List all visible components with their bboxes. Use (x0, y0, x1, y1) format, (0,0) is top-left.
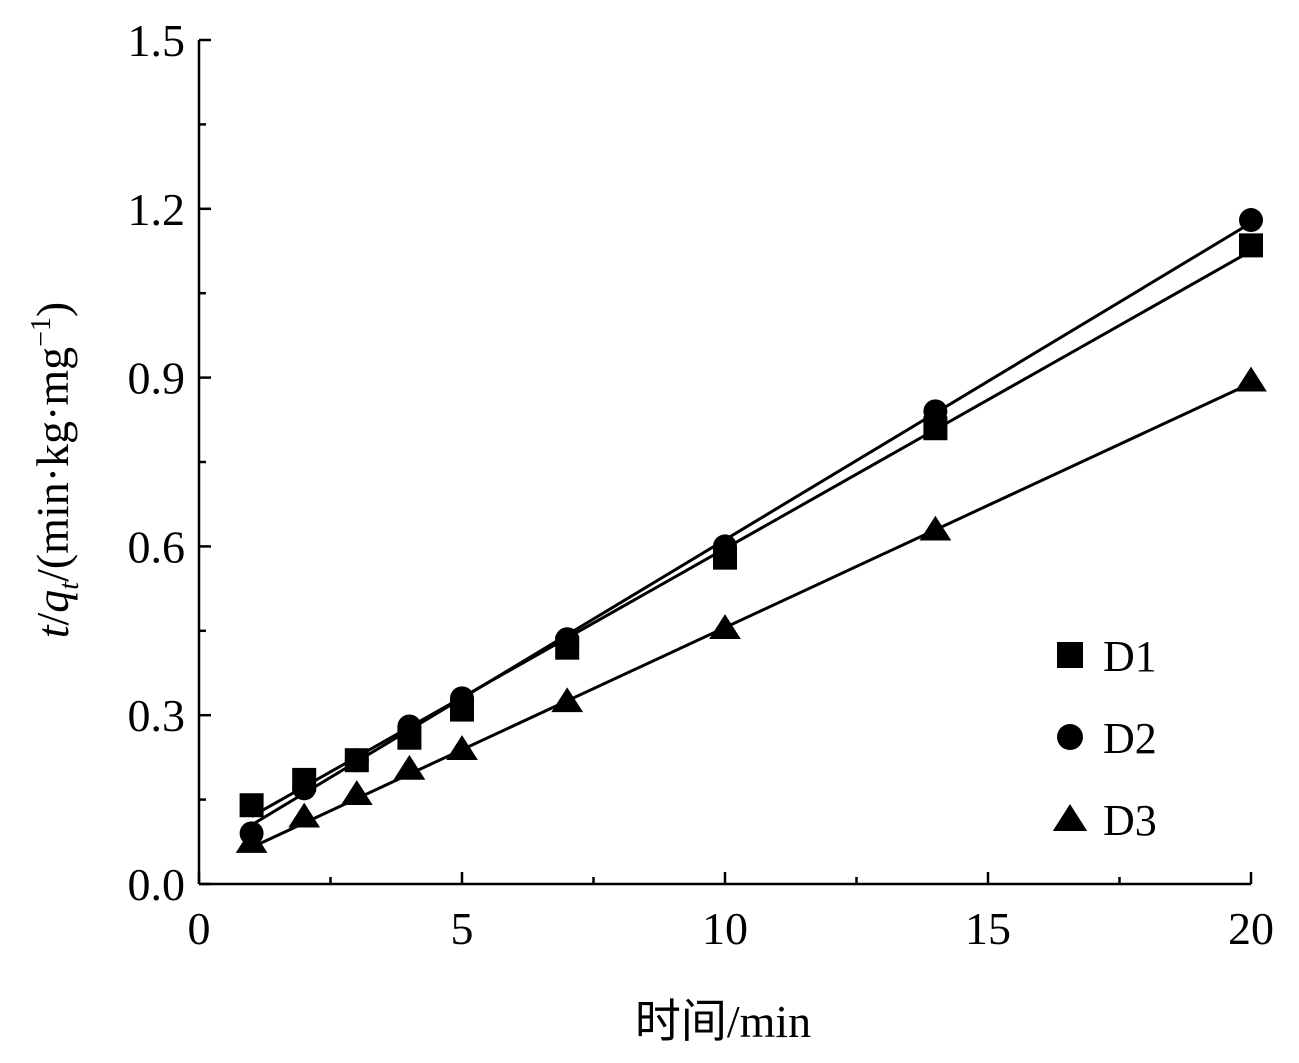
x-tick-label: 15 (965, 903, 1011, 954)
point-d3 (709, 614, 741, 640)
svg-text:t/qt/(min·kg·mg−1): t/qt/(min·kg·mg−1) (26, 302, 85, 639)
point-d3 (340, 780, 373, 806)
y-axis-title-q: q (27, 590, 78, 613)
point-d2 (923, 399, 948, 424)
point-d3 (393, 754, 426, 780)
point-d3 (1235, 366, 1267, 392)
y-tick-label: 1.2 (128, 184, 186, 235)
y-tick-label: 0.9 (128, 353, 186, 404)
point-d2 (555, 627, 580, 652)
y-axis-title-t: t (27, 624, 78, 638)
x-axis-title: 时间/min (635, 996, 811, 1047)
point-d2 (713, 534, 737, 559)
legend: D1 D2 D3 (1052, 632, 1157, 845)
point-d3 (551, 687, 584, 713)
x-tick-label: 20 (1228, 903, 1274, 954)
legend-label-d2: D2 (1103, 714, 1157, 763)
x-tick-label: 10 (702, 903, 748, 954)
point-d3 (288, 802, 321, 828)
point-d2 (450, 686, 474, 711)
point-d2 (292, 776, 317, 801)
axes (197, 38, 1253, 886)
point-d1 (239, 793, 264, 818)
x-tick-label: 0 (188, 903, 211, 954)
point-d1 (1239, 233, 1263, 258)
legend-marker-d1 (1057, 642, 1083, 668)
point-d3 (446, 735, 478, 760)
y-axis-title-slash: / (27, 612, 78, 625)
point-d3 (919, 515, 952, 541)
legend-label-d1: D1 (1103, 632, 1157, 681)
y-axis-title-close: ) (27, 302, 78, 317)
y-axis-title: t/qt/(min·kg·mg−1) (26, 302, 85, 639)
y-tick-label: 0.6 (128, 521, 186, 572)
data-markers (235, 208, 1267, 853)
legend-label-d3: D3 (1103, 796, 1157, 845)
tick-labels: 0 5 10 15 20 0.0 0.3 0.6 0.9 1.2 1.5 (128, 15, 1275, 954)
fit-lines (250, 221, 1252, 849)
point-d3 (235, 828, 268, 853)
point-d2 (344, 748, 369, 773)
y-tick-label: 0.3 (128, 690, 186, 741)
y-axis-title-unit: /(min·kg·mg (27, 347, 78, 582)
y-axis-title-unit-superscript: −1 (26, 317, 57, 347)
x-tick-label: 5 (451, 903, 474, 954)
legend-marker-d3 (1052, 804, 1088, 831)
legend-marker-d2 (1057, 724, 1083, 750)
y-tick-label: 0.0 (128, 859, 186, 910)
y-tick-label: 1.5 (128, 15, 186, 66)
point-d2 (397, 714, 422, 739)
y-axis-title-q-subscript: t (54, 581, 85, 590)
point-d2 (1239, 208, 1263, 233)
